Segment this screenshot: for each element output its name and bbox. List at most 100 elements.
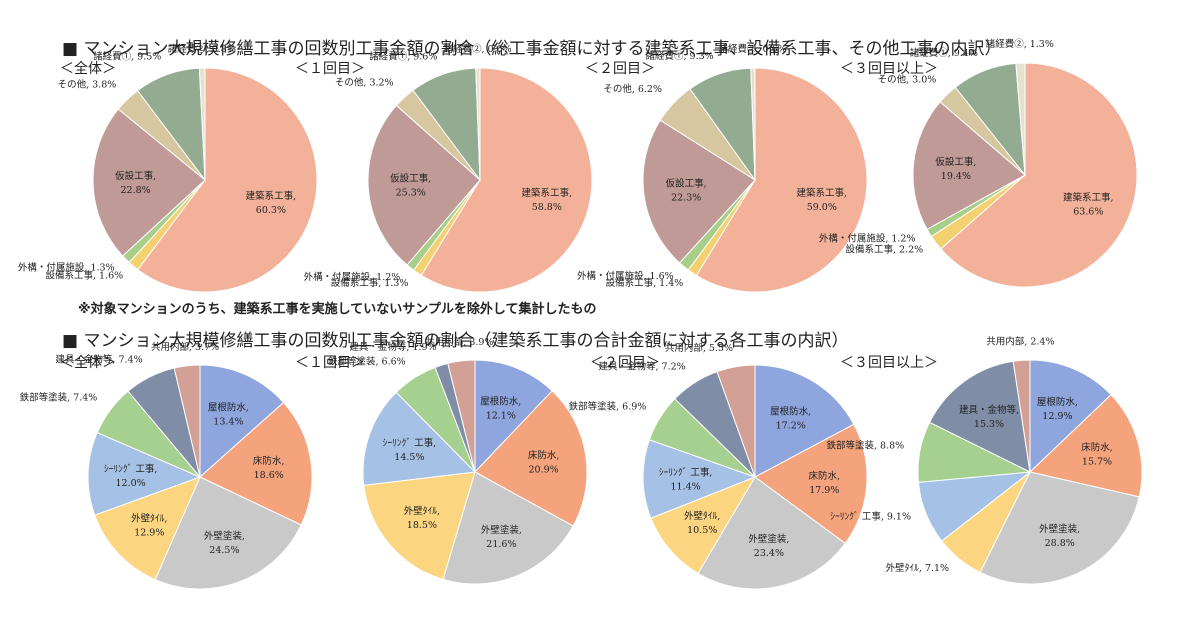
- slice-label: 外壁塗装,: [1039, 523, 1080, 535]
- pie-slice-建築系工事: [695, 67, 868, 293]
- pie-slice-床防水: [474, 390, 588, 527]
- slice-label: 仮設工事,: [666, 177, 707, 189]
- slice-label: 床防水,: [528, 449, 560, 461]
- slice-label: 諸経費①, 9.6%: [369, 50, 437, 62]
- slice-label: ｼｰﾘﾝｸﾞ 工事,: [104, 463, 158, 475]
- chart-title: ＜全体＞: [60, 355, 116, 371]
- pie-slice-共用内部: [716, 364, 756, 478]
- pie-slice-共用内部: [173, 364, 201, 478]
- slice-label: 共用内部, 3.9%: [425, 336, 493, 348]
- slice-value-label: 23.4%: [754, 548, 784, 559]
- slice-value-label: 24.5%: [209, 545, 239, 556]
- slice-label: 共用内部, 2.4%: [986, 335, 1054, 347]
- pie-svg: 屋根防水, 12.1% 床防水, 20.9% 外壁塗装, 21.6% 外壁ﾀｲﾙ, 18.5%…: [328, 336, 588, 585]
- slice-value-label: 10.5%: [687, 525, 717, 536]
- pie-slice-屋根防水: [199, 364, 285, 479]
- pie-slice-仮設工事: [642, 119, 756, 264]
- slice-label: 鉄部等塗装, 7.4%: [20, 392, 98, 404]
- pie-slice-共用内部: [1012, 359, 1031, 473]
- pie-slice-建具・金物等: [928, 360, 1031, 473]
- pie-svg: 屋根防水, 17.2% 床防水, 17.9% 外壁塗装, 23.4% 外壁ﾀｲﾙ, 10.5%…: [569, 342, 868, 590]
- pie-svg: 屋根防水, 13.4% 床防水, 18.6% 外壁塗装, 24.5% 外壁ﾀｲﾙ, 12.9%…: [20, 341, 313, 590]
- slice-value-label: 15.7%: [1082, 457, 1112, 468]
- slice-value-label: 17.2%: [776, 421, 806, 432]
- pie-slice-外壁ﾀｲﾙ: [650, 475, 757, 575]
- chart-title: ＜２回目＞: [590, 355, 660, 371]
- footnote: ※対象マンションのうち、建築系工事を実施していないサンプルを除外して集計したもの: [78, 302, 597, 317]
- slice-value-label: 58.8%: [532, 202, 562, 213]
- slice-label: 外壁ﾀｲﾙ,: [684, 510, 720, 522]
- slice-label: その他, 6.2%: [603, 83, 662, 95]
- slice-label: 建具・金物等, 7.4%: [55, 354, 142, 366]
- pie-svg: 屋根防水, 12.9% 床防水, 15.7% 外壁塗装, 28.8% 外壁ﾀｲﾙ, 7.1%…: [827, 335, 1143, 585]
- slice-value-label: 22.8%: [121, 185, 151, 196]
- slice-value-label: 12.9%: [1042, 411, 1072, 422]
- slice-label: その他, 3.0%: [878, 74, 937, 86]
- slice-label: 共用内部, 3.7%: [151, 341, 219, 353]
- pie-slice-外壁塗装: [442, 471, 574, 585]
- slice-value-label: 63.6%: [1073, 207, 1103, 218]
- pie-slice-ｼｰﾘﾝｸﾞ工事: [362, 391, 477, 486]
- slice-value-label: 15.3%: [974, 419, 1004, 430]
- pie-slice-ｼｰﾘﾝｸﾞ工事: [87, 431, 202, 516]
- section2-title: ■ マンション大規模修繕工事の回数別工事金額の割合（建築系工事の合計金額に対する…: [62, 331, 849, 351]
- slice-label: 建築系工事,: [522, 187, 573, 199]
- pie-chart-3rd-top: ＜３回目以上＞ 建築系工事, 63.6% 設備系工事, 2.2% 外構・付属施設, 1…: [819, 38, 1140, 300]
- chart-title: ＜３回目以上＞: [840, 355, 938, 371]
- slice-label: 建具・金物等,: [959, 404, 1019, 416]
- slice-label: 床防水,: [1081, 442, 1113, 454]
- slice-label: 屋根防水,: [770, 406, 811, 418]
- slice-label: 諸経費②, 1.3%: [986, 38, 1054, 50]
- pie-slice-屋根防水: [474, 359, 553, 474]
- pie-slice-外壁塗装: [979, 471, 1140, 585]
- pie-slice-屋根防水: [1029, 359, 1112, 474]
- pie-chart-total-bottom: ＜全体＞ 屋根防水, 13.4% 床防水, 18.6% 外壁塗装, 24.5% 外壁ﾀｲﾙ,…: [20, 341, 360, 594]
- slice-value-label: 20.9%: [529, 464, 559, 475]
- slice-label: 外壁塗装,: [204, 530, 245, 542]
- slice-value-label: 12.9%: [134, 528, 164, 539]
- slice-label: 鉄部等塗装, 8.8%: [827, 440, 905, 452]
- slice-label: ｼｰﾘﾝｸﾞ 工事,: [659, 466, 713, 478]
- slice-label: 設備系工事, 2.2%: [846, 244, 924, 256]
- slice-label: 建具・金物等, 7.2%: [599, 360, 686, 372]
- pie-slice-床防水: [1028, 394, 1143, 498]
- slice-label: 共用内部, 5.5%: [665, 342, 733, 354]
- slice-label: 諸経費②, 0.6%: [444, 43, 512, 55]
- slice-value-label: 18.6%: [254, 470, 284, 481]
- pie-chart-total-top: ＜全体＞ 建築系工事, 60.3% 設備系工事, 1.6% 外構・付属施設, 1.3%…: [18, 43, 360, 300]
- pie-slice-諸経費②: [1015, 62, 1026, 176]
- pie-slice-建築系工事: [137, 67, 318, 293]
- pie-slice-建築系工事: [940, 62, 1138, 288]
- pie-svg: 建築系工事, 59.0% 設備系工事, 1.4%外構・付属施設, 1.6% 仮設工事,…: [577, 43, 868, 293]
- pie-slice-諸経費②: [198, 67, 206, 181]
- slice-label: 外壁塗装,: [481, 524, 522, 536]
- slice-label: 建築系工事,: [1063, 192, 1114, 204]
- slice-value-label: 60.3%: [256, 205, 286, 216]
- slice-value-label: 18.5%: [407, 520, 437, 531]
- pie-chart-2nd-bottom: ＜２回目＞ 屋根防水, 17.2% 床防水, 17.9% 外壁塗装, 23.4% 外壁ﾀｲﾙ…: [569, 342, 890, 594]
- pie-chart-1st-top: ＜１回目＞ 建築系工事, 58.8% 設備系工事, 1.3% 外構・付属施設, 1.2…: [295, 43, 595, 300]
- slice-label: 外構・付属施設, 1.2%: [304, 271, 401, 283]
- pie-slice-仮設工事: [367, 104, 481, 266]
- slice-value-label: 11.4%: [671, 481, 701, 492]
- pie-slice-ｼｰﾘﾝｸﾞ工事: [642, 439, 757, 519]
- slice-label: 外構・付属施設, 1.2%: [819, 232, 916, 244]
- pie-slice-外壁ﾀｲﾙ: [94, 476, 201, 581]
- chart-title: ＜１回目＞: [295, 61, 365, 77]
- pie-slice-仮設工事: [912, 101, 1026, 231]
- slice-value-label: 19.4%: [941, 171, 971, 182]
- pie-slice-諸経費②: [750, 67, 756, 181]
- slice-label: 設備系工事, 1.4%: [606, 277, 684, 289]
- slice-label: 諸経費①, 9.3%: [646, 50, 714, 62]
- pie-slice-床防水: [754, 423, 868, 545]
- slice-value-label: 12.1%: [486, 411, 516, 422]
- slice-label: 屋根防水,: [1037, 396, 1078, 408]
- slice-label: 鉄部等塗装, 6.6%: [328, 355, 406, 367]
- chart-title: ＜全体＞: [60, 61, 116, 77]
- slice-value-label: 17.9%: [809, 485, 839, 496]
- slice-label: 外壁塗装,: [748, 533, 789, 545]
- slice-label: ｼｰﾘﾝｸﾞ 工事, 9.1%: [830, 510, 911, 522]
- pie-slice-屋根防水: [754, 364, 855, 478]
- slice-label: 外構・付属施設, 1.6%: [577, 270, 674, 282]
- slice-label: 諸経費①, 9.4%: [910, 47, 978, 59]
